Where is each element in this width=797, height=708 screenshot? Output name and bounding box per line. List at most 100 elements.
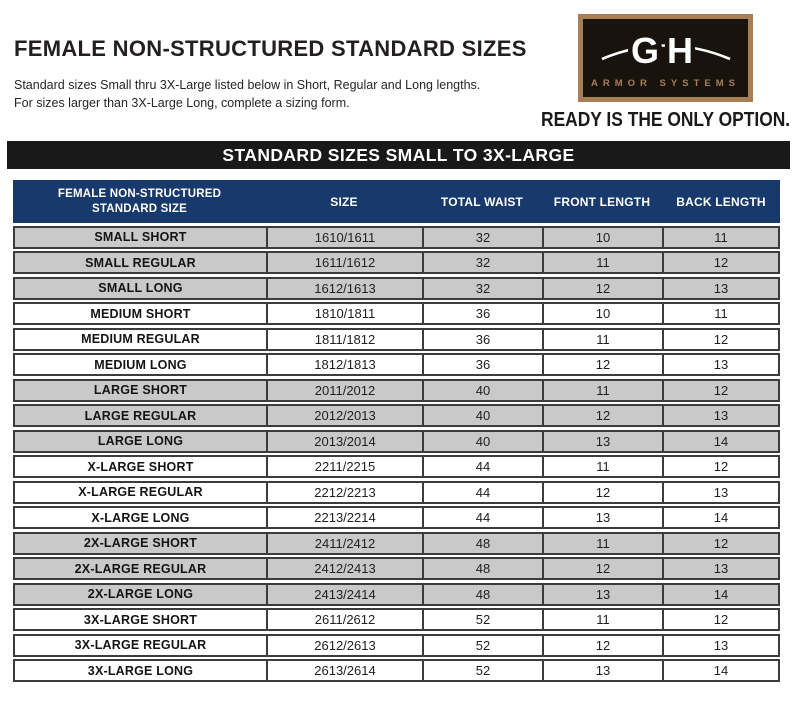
size-label-cell: SMALL LONG: [98, 281, 183, 295]
size-code-cell: 2011/2012: [266, 380, 422, 400]
total-waist-cell: 52: [422, 661, 542, 680]
table-row: 2X-LARGE REGULAR 2412/2413 48 12 13: [13, 557, 780, 580]
column-header-size: SIZE: [330, 194, 358, 209]
size-label-cell: 2X-LARGE REGULAR: [74, 561, 207, 576]
total-waist-cell: 32: [422, 278, 542, 298]
column-header-back-length: BACK LENGTH: [676, 194, 766, 209]
front-length-cell: 12: [542, 482, 662, 502]
size-code-cell: 2212/2213: [266, 482, 422, 502]
size-table: FEMALE NON-STRUCTURED STANDARD SIZE SIZE…: [13, 180, 780, 682]
back-length-cell: 13: [662, 355, 778, 374]
column-header-standard-size: FEMALE NON-STRUCTURED STANDARD SIZE: [13, 180, 266, 223]
total-waist-cell: 36: [422, 304, 542, 323]
back-length-cell: 13: [662, 278, 778, 298]
table-row: X-LARGE REGULAR 2212/2213 44 12 13: [13, 480, 780, 504]
front-length-cell: 11: [542, 533, 662, 553]
size-code-cell: 1811/1812: [266, 329, 422, 349]
size-label-cell: 2X-LARGE SHORT: [83, 536, 198, 550]
total-waist-cell: 48: [422, 533, 542, 553]
table-row: MEDIUM SHORT 1810/1811 36 10 11: [13, 302, 780, 325]
back-length-cell: 12: [662, 329, 778, 349]
logo-brand-name: ARMOR SYSTEMS: [591, 77, 740, 89]
gh-armor-logo: GH ARMOR SYSTEMS: [578, 14, 753, 102]
total-waist-cell: 32: [422, 253, 542, 272]
table-row: SMALL REGULAR 1611/1612 32 11 12: [13, 251, 780, 274]
table-row: MEDIUM LONG 1812/1813 36 12 13: [13, 353, 780, 376]
back-length-cell: 11: [662, 304, 778, 323]
size-label-cell: LARGE LONG: [97, 434, 184, 448]
size-code-cell: 2013/2014: [266, 431, 422, 451]
table-row: 3X-LARGE REGULAR 2612/2613 52 12 13: [13, 633, 780, 657]
front-length-cell: 12: [542, 278, 662, 298]
column-header-line-1: FEMALE NON-STRUCTURED: [57, 188, 222, 200]
total-waist-cell: 32: [422, 227, 542, 247]
size-code-cell: 1610/1611: [266, 227, 422, 247]
size-code-cell: 2412/2413: [266, 559, 422, 578]
table-row: 3X-LARGE SHORT 2611/2612 52 11 12: [13, 608, 780, 631]
size-code-cell: 1611/1612: [266, 253, 422, 272]
subtitle-line-1: Standard sizes Small thru 3X-Large liste…: [14, 78, 481, 92]
brand-tagline: READY IS THE ONLY OPTION.: [541, 109, 791, 131]
table-row: SMALL LONG 1612/1613 32 12 13: [13, 276, 780, 300]
back-length-cell: 13: [662, 635, 778, 655]
size-label-cell: 3X-LARGE LONG: [87, 663, 194, 678]
back-length-cell: 12: [662, 380, 778, 400]
back-length-cell: 14: [662, 508, 778, 527]
front-length-cell: 12: [542, 355, 662, 374]
size-code-cell: 2213/2214: [266, 508, 422, 527]
total-waist-cell: 48: [422, 584, 542, 604]
table-row: LARGE LONG 2013/2014 40 13 14: [13, 429, 780, 453]
table-row: X-LARGE SHORT 2211/2215 44 11 12: [13, 455, 780, 478]
size-table-body: SMALL SHORT 1610/1611 32 10 11 SMALL REGULAR 1…: [13, 225, 780, 682]
subtitle-line-2: For sizes larger than 3X-Large Long, com…: [14, 95, 350, 110]
front-length-cell: 13: [542, 431, 662, 451]
total-waist-cell: 36: [422, 329, 542, 349]
size-label-cell: LARGE REGULAR: [84, 408, 197, 423]
table-row: 2X-LARGE LONG 2413/2414 48 13 14: [13, 582, 780, 606]
size-code-cell: 2611/2612: [266, 610, 422, 629]
back-length-cell: 14: [662, 431, 778, 451]
size-code-cell: 2012/2013: [266, 406, 422, 425]
front-length-cell: 11: [542, 457, 662, 476]
total-waist-cell: 48: [422, 559, 542, 578]
total-waist-cell: 40: [422, 431, 542, 451]
front-length-cell: 13: [542, 508, 662, 527]
size-code-cell: 2413/2414: [266, 584, 422, 604]
size-code-cell: 1812/1813: [266, 355, 422, 374]
page-title: FEMALE NON-STRUCTURED STANDARD SIZES: [14, 36, 527, 61]
table-row: 3X-LARGE LONG 2613/2614 52 13 14: [13, 659, 780, 682]
total-waist-cell: 40: [422, 406, 542, 425]
table-row: 2X-LARGE SHORT 2411/2412 48 11 12: [13, 531, 780, 555]
table-row: LARGE REGULAR 2012/2013 40 12 13: [13, 404, 780, 427]
back-length-cell: 13: [662, 559, 778, 578]
total-waist-cell: 44: [422, 457, 542, 476]
column-header-front-length: FRONT LENGTH: [553, 194, 651, 209]
total-waist-cell: 52: [422, 635, 542, 655]
back-length-cell: 12: [662, 457, 778, 476]
size-label-cell: MEDIUM SHORT: [90, 306, 191, 321]
size-code-cell: 2613/2614: [266, 661, 422, 680]
total-waist-cell: 44: [422, 508, 542, 527]
total-waist-cell: 44: [422, 482, 542, 502]
front-length-cell: 13: [542, 661, 662, 680]
back-length-cell: 12: [662, 253, 778, 272]
front-length-cell: 10: [542, 304, 662, 323]
size-label-cell: 2X-LARGE LONG: [87, 587, 194, 601]
front-length-cell: 11: [542, 253, 662, 272]
front-length-cell: 11: [542, 329, 662, 349]
size-code-cell: 1612/1613: [266, 278, 422, 298]
size-code-cell: 2612/2613: [266, 635, 422, 655]
size-label-cell: SMALL REGULAR: [85, 255, 196, 270]
front-length-cell: 11: [542, 380, 662, 400]
page-subtitle: Standard sizes Small thru 3X-Large liste…: [14, 77, 480, 112]
size-label-cell: X-LARGE REGULAR: [78, 485, 203, 499]
size-code-cell: 2211/2215: [266, 457, 422, 476]
front-length-cell: 12: [542, 406, 662, 425]
front-length-cell: 10: [542, 227, 662, 247]
gh-monogram-icon: GH: [600, 25, 732, 77]
back-length-cell: 14: [662, 584, 778, 604]
size-label-cell: X-LARGE LONG: [91, 510, 190, 525]
table-row: LARGE SHORT 2011/2012 40 11 12: [13, 378, 780, 402]
size-label-cell: MEDIUM REGULAR: [81, 332, 200, 346]
